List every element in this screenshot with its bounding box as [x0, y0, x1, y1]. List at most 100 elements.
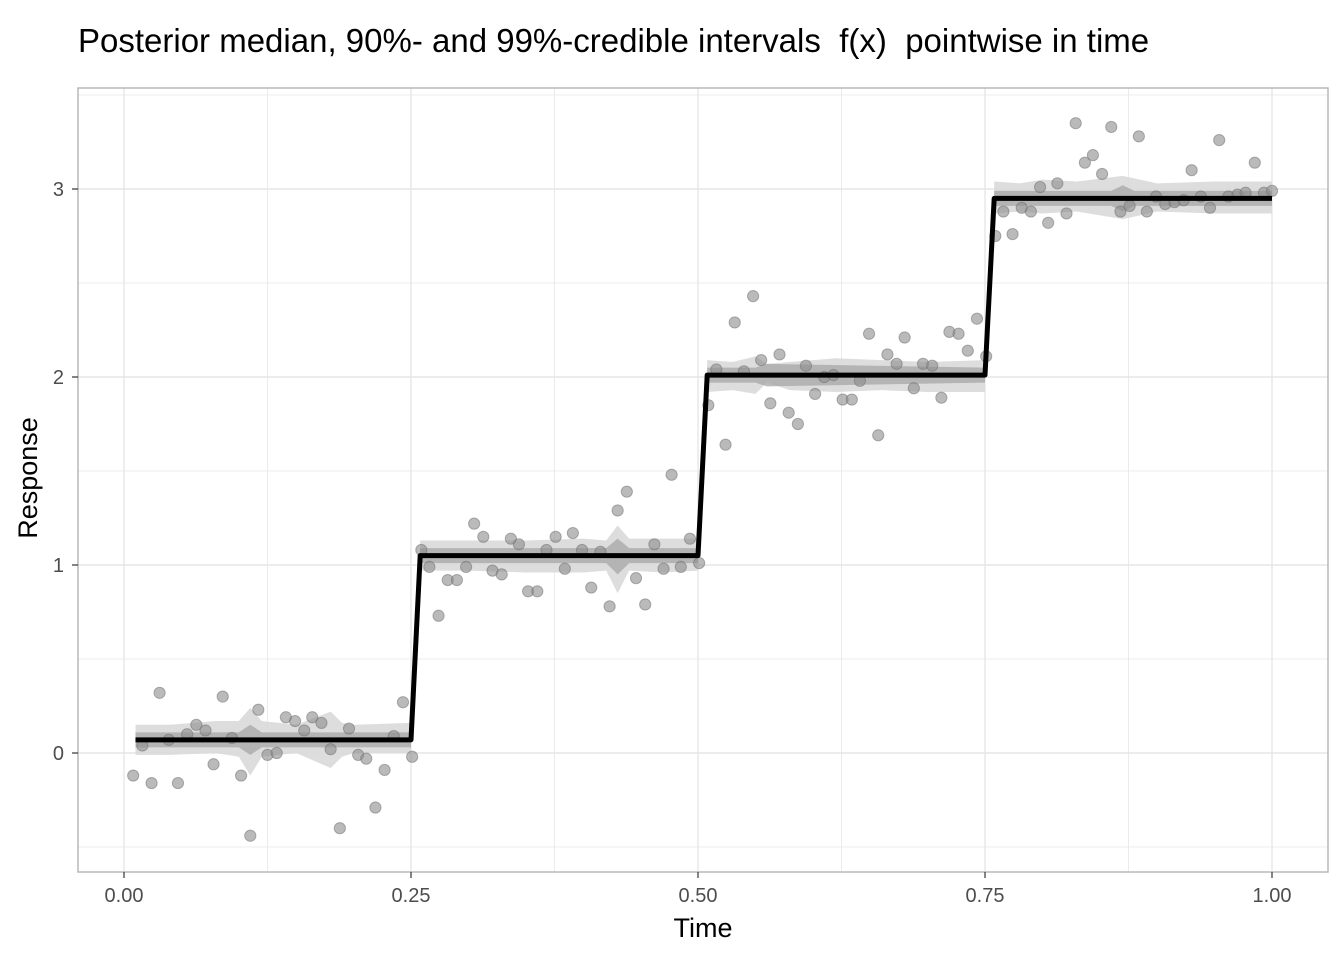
data-point	[1265, 184, 1279, 197]
data-point	[288, 714, 302, 728]
data-point	[1132, 130, 1145, 143]
data-point	[620, 485, 633, 498]
data-point	[782, 406, 795, 419]
data-point	[477, 530, 490, 543]
data-point	[1095, 167, 1109, 181]
data-point	[531, 585, 544, 598]
data-point	[648, 538, 661, 551]
data-point	[1024, 205, 1038, 218]
data-point	[460, 560, 473, 573]
x-tick-label: 0.75	[966, 885, 1005, 907]
data-point	[755, 353, 768, 367]
data-point	[378, 763, 391, 777]
data-point	[1203, 201, 1217, 214]
data-point	[1213, 134, 1226, 147]
data-point	[566, 526, 579, 540]
data-point	[808, 387, 822, 401]
x-tick-label: 0.50	[679, 885, 718, 907]
data-point	[674, 560, 687, 573]
data-point	[845, 393, 858, 406]
data-point	[603, 600, 616, 613]
y-tick-label: 1	[53, 555, 64, 577]
data-point	[333, 822, 346, 835]
ci99-band	[135, 175, 1273, 776]
data-point	[665, 468, 678, 481]
data-point	[360, 752, 373, 765]
data-point	[342, 722, 356, 735]
data-point	[558, 562, 571, 575]
data-point	[324, 743, 337, 756]
data-point	[298, 724, 311, 737]
data-point	[549, 530, 562, 543]
data-point	[1051, 177, 1064, 190]
data-point	[773, 348, 786, 361]
data-point	[719, 438, 732, 451]
data-point	[1105, 120, 1118, 134]
data-point	[907, 382, 920, 395]
data-point	[423, 560, 436, 573]
y-tick-label: 2	[53, 367, 64, 389]
data-point	[1042, 216, 1055, 229]
data-point	[881, 348, 894, 361]
y-tick-label: 3	[53, 179, 64, 201]
panel-border	[77, 87, 1329, 873]
posterior-median-line	[135, 195, 1272, 743]
data-point	[935, 391, 948, 404]
plot-panel	[77, 87, 1329, 873]
data-point	[1069, 117, 1082, 130]
x-tick-label: 0.00	[105, 885, 144, 907]
data-point	[1086, 149, 1100, 162]
data-point	[693, 557, 706, 570]
x-tick-label: 0.25	[392, 885, 431, 907]
data-point	[585, 581, 598, 594]
data-point	[244, 829, 257, 842]
data-point	[234, 769, 248, 782]
data-point	[396, 696, 410, 709]
x-tick-label: 1.00	[1253, 885, 1292, 907]
data-point	[1185, 164, 1198, 177]
data-point	[199, 724, 212, 737]
data-point	[1123, 199, 1136, 213]
data-point	[926, 359, 939, 372]
data-point	[728, 316, 741, 329]
data-point	[153, 686, 166, 699]
data-point	[1060, 207, 1073, 220]
data-point	[747, 290, 760, 303]
data-point	[791, 417, 804, 431]
data-point	[764, 397, 777, 410]
data-point	[629, 572, 643, 585]
data-point	[432, 609, 445, 622]
data-point	[495, 568, 508, 581]
x-axis: 0.00 0.25 0.50 0.75 1.00	[105, 872, 1292, 907]
data-point	[270, 746, 283, 760]
data-point	[657, 562, 670, 575]
data-point	[898, 331, 911, 344]
data-point	[127, 769, 140, 782]
data-point	[683, 532, 697, 545]
data-point	[315, 716, 328, 730]
data-point	[862, 327, 876, 340]
data-point	[450, 573, 464, 587]
data-point	[952, 327, 965, 340]
data-point	[369, 801, 382, 814]
data-point	[406, 750, 419, 763]
data-point	[890, 357, 903, 370]
data-point	[216, 690, 229, 703]
y-tick-label: 0	[53, 743, 64, 765]
data-point	[970, 312, 984, 325]
data-point	[872, 429, 885, 442]
data-point	[207, 758, 220, 771]
data-point	[512, 538, 526, 551]
y-axis-label: Response	[13, 417, 43, 539]
data-point	[252, 703, 265, 716]
data-point	[171, 776, 185, 790]
data-point	[190, 718, 203, 731]
chart-title: Posterior median, 90%- and 99%-credible …	[78, 22, 1149, 59]
data-point	[468, 517, 481, 530]
data-point	[611, 504, 624, 517]
observed-points	[127, 117, 1279, 842]
data-point	[1034, 181, 1047, 194]
data-point	[306, 711, 319, 724]
data-point	[639, 598, 652, 611]
